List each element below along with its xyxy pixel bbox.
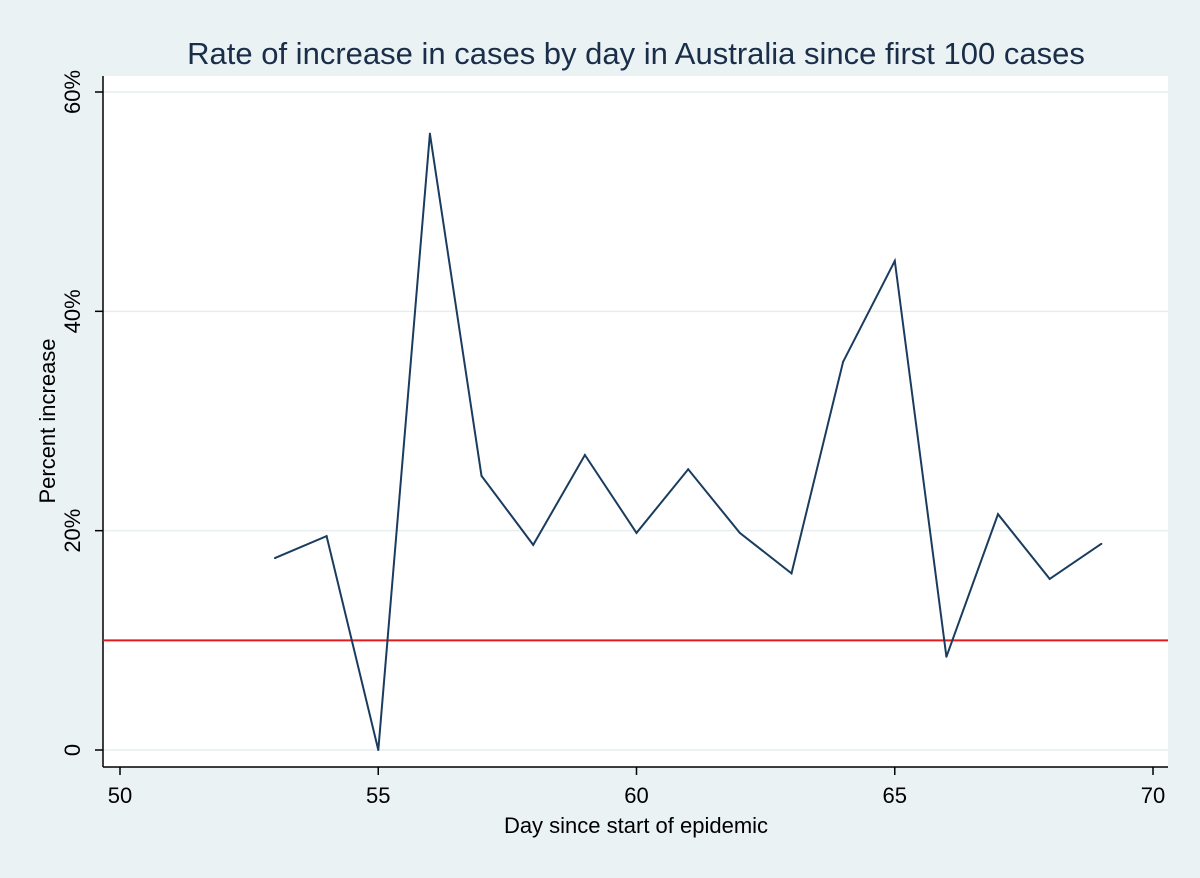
- y-tick-label-20: 20%: [60, 509, 85, 553]
- data-point-day-54: [325, 535, 328, 538]
- x-tick-label-60: 60: [624, 783, 648, 808]
- x-axis-label: Day since start of epidemic: [504, 813, 768, 838]
- x-tick-label-55: 55: [366, 783, 390, 808]
- series-lines: [273, 132, 1103, 751]
- x-tick-label-65: 65: [883, 783, 907, 808]
- data-point-day-56: [428, 132, 431, 135]
- data-point-day-66: [945, 655, 948, 658]
- plot-area: [103, 76, 1168, 767]
- y-tick-label-0: 0: [60, 744, 85, 756]
- data-point-day-53: [273, 557, 276, 560]
- x-tick-label-70: 70: [1141, 783, 1165, 808]
- tick-labels: 50 55 60 65 70 0 20% 40% 60%: [60, 70, 1165, 808]
- data-point-day-67: [997, 513, 1000, 516]
- y-tick-label-60: 60%: [60, 70, 85, 114]
- data-point-day-57: [480, 474, 483, 477]
- data-point-day-64: [842, 360, 845, 363]
- data-point-day-61: [687, 468, 690, 471]
- y-axis-label: Percent increase: [35, 338, 60, 503]
- data-point-day-60: [635, 531, 638, 534]
- data-point-day-68: [1048, 577, 1051, 580]
- data-point-day-55: [377, 749, 380, 751]
- data-point-day-59: [583, 453, 586, 456]
- data-point-day-65: [893, 259, 896, 262]
- data-point-day-69: [1100, 542, 1103, 545]
- grid-lines: [103, 91, 1168, 751]
- data-point-day-62: [738, 531, 741, 534]
- y-tick-label-40: 40%: [60, 289, 85, 333]
- x-tick-label-50: 50: [108, 783, 132, 808]
- data-point-day-63: [790, 572, 793, 575]
- chart-title: Rate of increase in cases by day in Aust…: [187, 36, 1085, 71]
- axes: [95, 76, 1168, 775]
- data-point-day-58: [532, 543, 535, 546]
